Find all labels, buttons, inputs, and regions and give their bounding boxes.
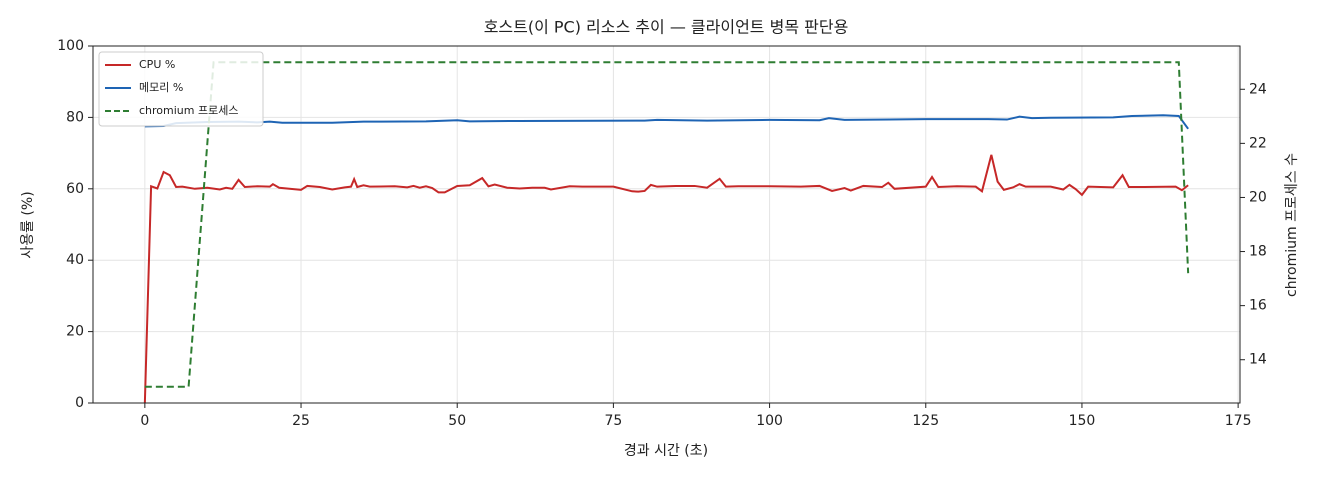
y-tick-label: 20 (66, 324, 84, 340)
x-axis-label: 경과 시간 (초) (624, 443, 708, 459)
y-tick-label: 40 (66, 252, 84, 268)
x-tick-label: 25 (292, 413, 310, 429)
x-tick-label: 75 (604, 413, 622, 429)
series-line (143, 154, 1189, 404)
x-tick-label: 150 (1069, 413, 1096, 429)
y-tick-label: 0 (75, 395, 84, 411)
plot-frame (92, 45, 1241, 404)
y-tick-label: 60 (66, 181, 84, 197)
y2-tick-label: 20 (1249, 189, 1267, 205)
legend-box (98, 51, 264, 127)
y2-tick-label: 18 (1249, 244, 1267, 260)
x-tick-label: 50 (448, 413, 466, 429)
y2-tick-label: 14 (1249, 352, 1267, 368)
y2-tick-label: 24 (1249, 81, 1267, 97)
y2-axis-label: chromium 프로세스 수 (1284, 153, 1300, 297)
x-tick-label: 175 (1225, 413, 1252, 429)
legend-label: 메모리 % (139, 81, 183, 94)
x-tick-label: 125 (912, 413, 939, 429)
legend-label: CPU % (139, 58, 175, 71)
y2-tick-label: 16 (1249, 298, 1267, 314)
legend-label: chromium 프로세스 (139, 104, 238, 117)
y-tick-label: 80 (66, 109, 84, 125)
x-tick-label: 0 (140, 413, 149, 429)
y2-tick-label: 22 (1249, 135, 1267, 151)
x-tick-label: 100 (756, 413, 783, 429)
y-tick-label: 100 (57, 38, 84, 54)
chart-title: 호스트(이 PC) 리소스 추이 — 클라이언트 병목 판단용 (484, 18, 849, 37)
y-axis-label: 사용률 (%) (20, 191, 36, 258)
